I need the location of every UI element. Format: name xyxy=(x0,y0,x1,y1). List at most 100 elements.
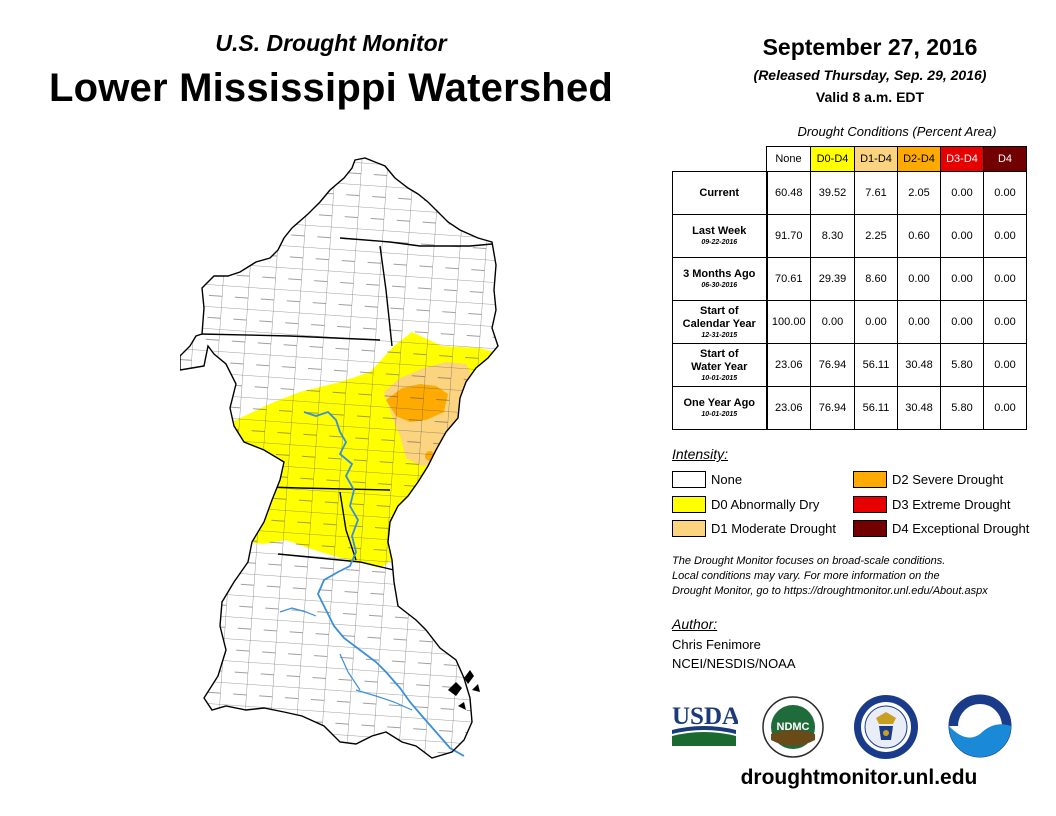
table-cell: 76.94 xyxy=(810,386,855,430)
row-label: One Year Ago xyxy=(683,397,756,409)
table-cell: 30.48 xyxy=(897,343,941,387)
website-link[interactable]: droughtmonitor.unl.edu xyxy=(740,766,978,789)
table-cell: 0.00 xyxy=(983,343,1027,387)
legend-item-none: None xyxy=(672,470,742,488)
ndmc-logo-text: NDMC xyxy=(777,721,810,733)
row-label: Start of xyxy=(700,304,739,317)
table-cell: 0.00 xyxy=(983,257,1027,301)
row-label: Current xyxy=(699,186,740,199)
row-date: 10-01-2015 xyxy=(701,411,738,418)
noaa-logo: NOAA xyxy=(948,694,1012,758)
map-title: Lower Mississippi Watershed xyxy=(48,66,614,110)
note-line: The Drought Monitor focuses on broad-sca… xyxy=(672,555,946,567)
row-label-cell: Start of Calendar Year 12-31-2015 xyxy=(672,300,767,344)
row-date: 10-01-2015 xyxy=(701,374,738,382)
coastal-islands xyxy=(448,670,480,710)
note-line: Local conditions may vary. For more info… xyxy=(672,570,940,582)
col-none: None xyxy=(766,146,811,172)
table-row: 3 Months Ago 06-30-2016 70.61 29.39 8.60 0.00… xyxy=(672,257,1027,301)
map-subtitle: U.S. Drought Monitor xyxy=(215,30,447,56)
legend-label: D2 Severe Drought xyxy=(892,471,1004,487)
table-row: Current 60.48 39.52 7.61 2.05 0.00 0.00 xyxy=(672,171,1027,215)
col-d2-d4: D2-D4 xyxy=(897,146,941,172)
legend-item-d0: D0 Abnormally Dry xyxy=(672,495,819,513)
table-cell: 91.70 xyxy=(765,214,811,258)
author-label: Author: xyxy=(672,616,718,632)
legend-swatch xyxy=(853,519,887,537)
drought-map xyxy=(180,157,499,759)
county-lines xyxy=(180,158,498,758)
table-cell: 7.61 xyxy=(854,171,898,215)
map-date: September 27, 2016 xyxy=(762,34,978,60)
row-label: Last Week xyxy=(692,225,747,237)
author-org: NCEI/NESDIS/NOAA xyxy=(672,656,796,671)
table-cell: 0.60 xyxy=(897,214,941,258)
table-cell: 56.11 xyxy=(854,343,898,387)
table-cell: 0.00 xyxy=(940,300,984,344)
row-date: 09-22-2016 xyxy=(701,239,738,246)
table-row: One Year Ago 10-01-2015 23.06 76.94 56.11 30.… xyxy=(672,386,1027,430)
row-date: 06-30-2016 xyxy=(701,282,738,289)
table-body: Current 60.48 39.52 7.61 2.05 0.00 0.00 Last We… xyxy=(672,171,1027,430)
row-label-line2: Water Year xyxy=(691,360,748,373)
table-cell: 2.25 xyxy=(854,214,898,258)
legend-item-d1: D1 Moderate Drought xyxy=(672,519,836,537)
table-caption: Drought Conditions (Percent Area) xyxy=(797,124,997,139)
table-cell: 39.52 xyxy=(810,171,855,215)
table-cell: 0.00 xyxy=(940,257,984,301)
legend-swatch xyxy=(672,470,706,488)
row-label-cell: Start of Water Year 10-01-2015 xyxy=(672,343,767,387)
row-label-cell: One Year Ago 10-01-2015 xyxy=(672,386,767,430)
row-label-cell: Current xyxy=(672,171,767,215)
table-cell: 0.00 xyxy=(940,214,984,258)
watershed-boundary xyxy=(180,157,499,759)
row-label-cell: 3 Months Ago 06-30-2016 xyxy=(672,257,767,301)
table-row: Last Week 09-22-2016 91.70 8.30 2.25 0.60 0.00… xyxy=(672,214,1027,258)
table-cell: 29.39 xyxy=(810,257,855,301)
row-label: Start of xyxy=(700,347,739,360)
ndmc-logo: NDMC xyxy=(762,696,824,758)
table-cell: 0.00 xyxy=(810,300,855,344)
legend-label: None xyxy=(711,471,743,487)
map-fill-layer xyxy=(180,158,498,758)
table-cell: 56.11 xyxy=(854,386,898,430)
legend-item-d2: D2 Severe Drought xyxy=(853,470,1003,488)
table-cell: 30.48 xyxy=(897,386,941,430)
table-cell: 5.80 xyxy=(940,386,984,430)
table-row: Start of Calendar Year 12-31-2015 100.00 0.0… xyxy=(672,300,1027,344)
table-cell: 23.06 xyxy=(765,343,811,387)
table-row: Start of Water Year 10-01-2015 23.06 76.94 56… xyxy=(672,343,1027,387)
table-cell: 70.61 xyxy=(765,257,811,301)
table-cell: 5.80 xyxy=(940,343,984,387)
table-cell: 100.00 xyxy=(765,300,811,344)
table-header-row: None D0-D4 D1-D4 D2-D4 D3-D4 D4 xyxy=(673,146,1027,172)
note-line: Drought Monitor, go to https://droughtmo… xyxy=(672,585,988,597)
table-cell: 8.60 xyxy=(854,257,898,301)
valid-time: Valid 8 a.m. EDT xyxy=(815,89,925,105)
release-date: (Released Thursday, Sep. 29, 2016) xyxy=(753,67,987,83)
legend-title: Intensity: xyxy=(672,446,729,462)
legend-label: D4 Exceptional Drought xyxy=(892,520,1030,536)
usda-logo-text: USDA xyxy=(672,703,738,730)
table-cell: 0.00 xyxy=(897,257,941,301)
legend-item-d4: D4 Exceptional Drought xyxy=(853,519,1029,537)
col-d1-d4: D1-D4 xyxy=(854,146,898,172)
legend-swatch xyxy=(853,470,887,488)
author-name: Chris Fenimore xyxy=(672,637,761,652)
table-cell: 0.00 xyxy=(940,171,984,215)
row-label-cell: Last Week 09-22-2016 xyxy=(672,214,767,258)
row-label-line2: Calendar Year xyxy=(682,317,756,330)
legend-swatch xyxy=(672,519,706,537)
table-cell: 0.00 xyxy=(897,300,941,344)
legend-item-d3: D3 Extreme Drought xyxy=(853,495,1011,513)
col-d0-d4: D0-D4 xyxy=(810,146,855,172)
disclaimer-note: The Drought Monitor focuses on broad-sca… xyxy=(672,554,1047,599)
table-cell: 8.30 xyxy=(810,214,855,258)
legend-label: D3 Extreme Drought xyxy=(892,496,1011,512)
table-cell: 0.00 xyxy=(983,386,1027,430)
table-cell: 76.94 xyxy=(810,343,855,387)
legend-label: D0 Abnormally Dry xyxy=(711,496,820,512)
legend-label: D1 Moderate Drought xyxy=(711,520,837,536)
noaa-logo-text: NOAA xyxy=(968,709,992,718)
tributary-river xyxy=(279,607,413,711)
